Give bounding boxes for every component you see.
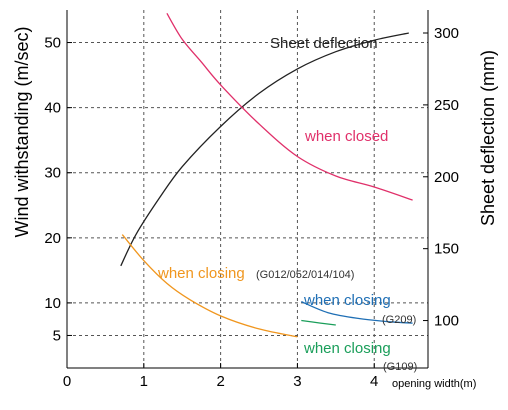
- y-left-tick-label: 40: [44, 100, 61, 117]
- series-line-when-closed: [166, 12, 413, 201]
- series-label-sheet-deflection: Sheet deflection: [270, 35, 378, 52]
- y-axis-left-label: Wind withstanding (m/sec): [12, 26, 32, 237]
- y-right-tick-label: 150: [434, 241, 459, 258]
- y-right-tick-label: 250: [434, 97, 459, 114]
- x-tick-label: 0: [63, 373, 71, 390]
- x-tick-label: 4: [370, 373, 378, 390]
- series-suffix-when-closing-orange: (G012/052/014/104): [256, 269, 354, 281]
- series-line-sheet-deflection: [120, 32, 409, 267]
- series-label-when-closed: when closed: [304, 128, 388, 145]
- series-layer: [120, 12, 413, 338]
- tick-layer: 0 1 2 3 4 5 10 20 30 40 50 100 150 200 250 300: [44, 25, 459, 390]
- axes-layer: [66, 10, 429, 369]
- y-axis-right-label: Sheet deflection (mm): [478, 50, 498, 226]
- y-left-tick-label: 50: [44, 35, 61, 52]
- y-left-tick-label: 20: [44, 230, 61, 247]
- y-left-tick-label: 10: [44, 295, 61, 312]
- x-tick-label: 2: [216, 373, 224, 390]
- x-axis-label: opening width(m): [392, 378, 476, 390]
- grid-layer: [67, 10, 428, 368]
- series-label-when-closing-green: when closing: [303, 340, 391, 357]
- series-line-when-closing-blue: [301, 301, 413, 324]
- y-right-tick-label: 200: [434, 169, 459, 186]
- series-line-when-closing-orange: [121, 234, 298, 338]
- y-left-tick-label: 5: [53, 327, 61, 344]
- x-tick-label: 3: [293, 373, 301, 390]
- y-right-tick-label: 300: [434, 25, 459, 42]
- series-suffix-when-closing-green: (G109): [383, 361, 417, 373]
- series-label-when-closing-orange: when closing: [157, 265, 245, 282]
- series-suffix-when-closing-blue: (G209): [382, 314, 416, 326]
- series-line-when-closing-green: [301, 319, 336, 326]
- y-right-tick-label: 100: [434, 313, 459, 330]
- y-left-tick-label: 30: [44, 165, 61, 182]
- x-tick-label: 1: [140, 373, 148, 390]
- series-label-when-closing-blue: when closing: [303, 292, 391, 309]
- label-layer: Wind withstanding (m/sec) Sheet deflecti…: [12, 26, 498, 390]
